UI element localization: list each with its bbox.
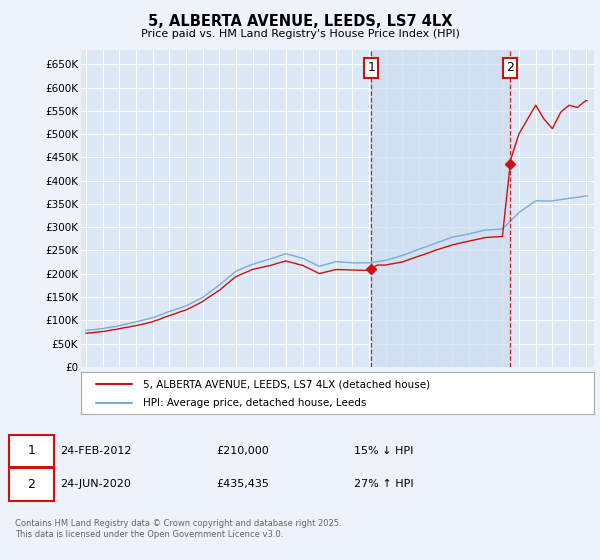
- Text: 27% ↑ HPI: 27% ↑ HPI: [354, 479, 413, 489]
- Text: 5, ALBERTA AVENUE, LEEDS, LS7 4LX (detached house): 5, ALBERTA AVENUE, LEEDS, LS7 4LX (detac…: [143, 379, 430, 389]
- Text: £435,435: £435,435: [216, 479, 269, 489]
- Bar: [371, 50, 510, 367]
- Text: 24-JUN-2020: 24-JUN-2020: [60, 479, 131, 489]
- Text: Contains HM Land Registry data © Crown copyright and database right 2025.
This d: Contains HM Land Registry data © Crown c…: [15, 520, 341, 539]
- Text: 2: 2: [506, 62, 514, 74]
- Text: 2: 2: [28, 478, 35, 491]
- Text: 24-FEB-2012: 24-FEB-2012: [60, 446, 131, 456]
- Text: 1: 1: [367, 62, 375, 74]
- Text: 15% ↓ HPI: 15% ↓ HPI: [354, 446, 413, 456]
- Text: Price paid vs. HM Land Registry's House Price Index (HPI): Price paid vs. HM Land Registry's House …: [140, 29, 460, 39]
- Text: 1: 1: [28, 444, 35, 458]
- Text: £210,000: £210,000: [216, 446, 269, 456]
- Text: HPI: Average price, detached house, Leeds: HPI: Average price, detached house, Leed…: [143, 398, 366, 408]
- Text: 5, ALBERTA AVENUE, LEEDS, LS7 4LX: 5, ALBERTA AVENUE, LEEDS, LS7 4LX: [148, 14, 452, 29]
